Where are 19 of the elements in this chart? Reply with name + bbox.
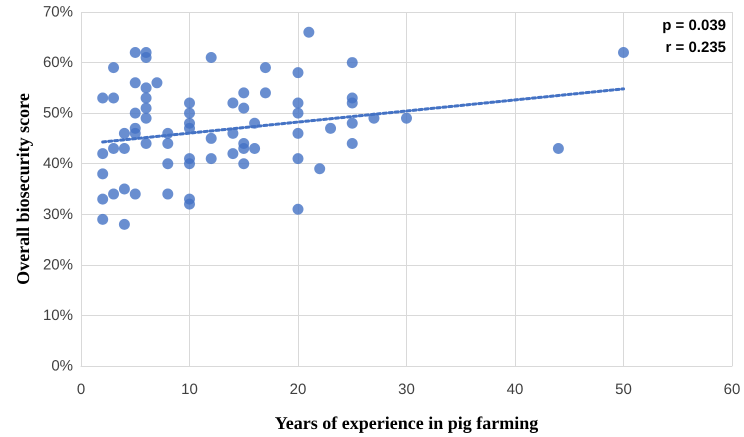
x-tick-label: 20	[290, 381, 306, 398]
x-tick-label: 40	[506, 381, 524, 398]
y-tick-label: 30%	[42, 206, 73, 223]
y-tick-label: 20%	[42, 256, 73, 274]
annotation: r = 0.235	[666, 39, 726, 56]
x-tick-label: 0	[76, 381, 86, 398]
y-tick-label: 10%	[42, 306, 73, 324]
y-tick-label: 40%	[42, 155, 73, 172]
x-tick-label: 60	[724, 381, 740, 398]
y-tick-label: 50%	[42, 104, 73, 122]
y-tick-label: 0%	[51, 358, 73, 374]
y-tick-label: 60%	[42, 54, 73, 72]
y-tick-label: 70%	[42, 4, 73, 20]
annotation: p = 0.039	[662, 17, 726, 34]
x-tick-label: 50	[615, 381, 632, 398]
x-tick-label: 10	[181, 381, 198, 398]
x-axis-title: Years of experience in pig farming	[274, 413, 538, 433]
x-tick-label: 30	[398, 381, 415, 398]
y-axis-title: Overall biosecurity score	[13, 93, 34, 285]
